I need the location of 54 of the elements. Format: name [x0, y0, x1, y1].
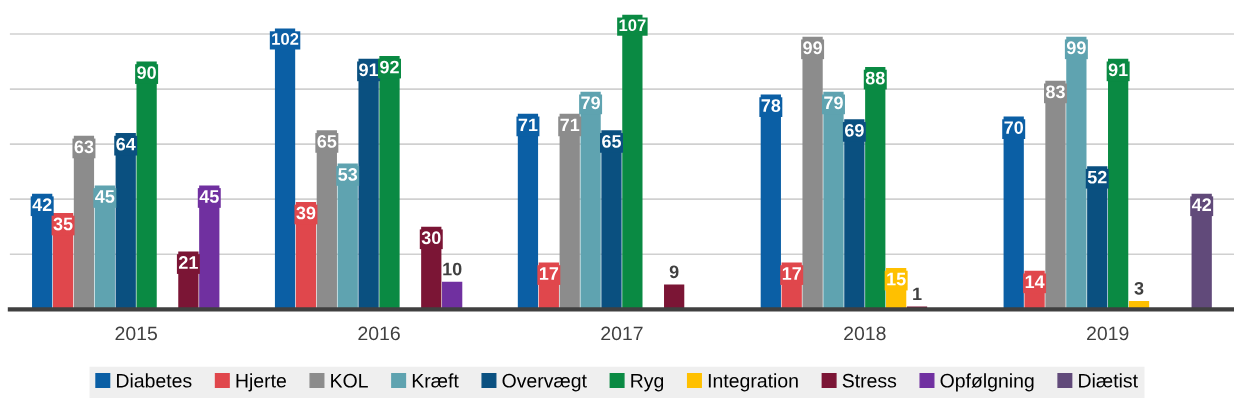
legend-label: Diabetes	[117, 373, 192, 388]
data-label: 17	[782, 267, 801, 280]
data-label: 102	[272, 33, 299, 45]
data-label: 52	[1087, 170, 1107, 184]
data-label: 9	[669, 265, 679, 279]
data-label: 64	[116, 137, 136, 151]
legend-label: Overvægt	[502, 373, 587, 392]
data-label: 92	[380, 60, 399, 74]
data-label: 90	[137, 66, 156, 79]
data-label: 83	[1046, 85, 1065, 99]
x-tick-label: 2016	[358, 326, 400, 341]
legend-label: Diætist	[1079, 373, 1138, 388]
legend-label: Hjerte	[236, 373, 286, 392]
data-label: 71	[560, 118, 580, 132]
data-label: 30	[421, 231, 441, 245]
data-label: 99	[803, 41, 822, 55]
x-tick-label: 2019	[1087, 326, 1129, 341]
data-label: 14	[1025, 275, 1045, 288]
data-label: 15	[887, 272, 906, 286]
data-label: 78	[761, 99, 781, 112]
data-label: 3	[1134, 281, 1144, 295]
data-label: 70	[1004, 121, 1024, 134]
data-label: 1	[913, 287, 922, 301]
data-label: 42	[32, 198, 52, 211]
data-label: 53	[338, 168, 358, 181]
data-label: 71	[518, 118, 538, 132]
data-label: 17	[539, 267, 559, 280]
data-label: 45	[199, 190, 219, 203]
data-label: 65	[602, 134, 622, 148]
data-label: 91	[1108, 63, 1128, 77]
data-label: 35	[53, 217, 73, 231]
data-label: 99	[1066, 41, 1086, 55]
legend-label: Opfølgning	[940, 373, 1034, 392]
data-label: 79	[581, 96, 600, 110]
data-label: 21	[178, 256, 198, 269]
legend-label: Ryg	[631, 374, 664, 392]
data-label: 63	[74, 140, 94, 154]
x-tick-label: 2018	[844, 326, 886, 341]
x-tick-label: 2017	[601, 326, 643, 341]
data-label: 65	[317, 134, 337, 148]
data-label: 42	[1191, 198, 1212, 211]
legend-label: Kræft	[412, 373, 459, 388]
data-label: 10	[443, 262, 462, 276]
data-label: 45	[95, 190, 115, 203]
x-tick-label: 2015	[115, 326, 157, 341]
data-label: 91	[359, 63, 379, 77]
legend-label: Integration	[708, 373, 798, 392]
data-label: 79	[824, 96, 843, 110]
data-label: 107	[619, 19, 646, 32]
data-label: 69	[844, 123, 864, 137]
legend-label: KOL	[331, 373, 368, 388]
legend-label: Stress	[842, 373, 897, 388]
data-label: 39	[296, 206, 316, 220]
data-label: 88	[865, 71, 885, 85]
